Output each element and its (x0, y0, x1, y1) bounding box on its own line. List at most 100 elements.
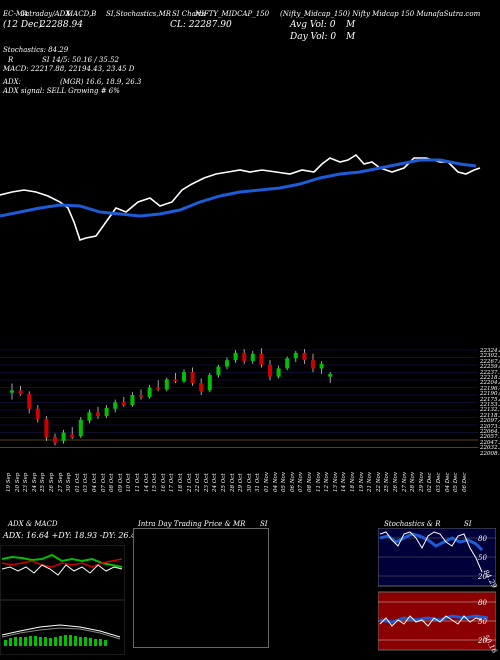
price-tick: 22153.3 (480, 402, 500, 408)
date-tick: 03 Oct (83, 473, 90, 492)
date-tick: 13 Nov (332, 472, 339, 492)
date-tick: 06 Nov (289, 472, 296, 492)
candle-up (328, 373, 333, 377)
price-tick: 22118.2 (480, 412, 500, 419)
header-label-3: MACD,B (66, 10, 97, 18)
rsi-white-line (379, 615, 483, 627)
price-tick: 22196.4 (480, 385, 500, 392)
date-tick: 25 Sep (40, 472, 47, 492)
date-tick: 17 Oct (169, 473, 176, 492)
date-tick: 18 Nov (350, 472, 356, 492)
date-tick: 12 Nov (324, 472, 331, 492)
price-tick: 22302.3 (480, 353, 500, 360)
date-tick: 14 Nov (341, 472, 348, 492)
stoch-panel-si: SI (464, 520, 472, 528)
candle-up (216, 366, 221, 375)
header-label-2: Intraday/ADX (22, 10, 71, 18)
date-tick: 26 Sep (49, 472, 55, 492)
candle-up (250, 353, 255, 362)
date-price: 22288.94 (40, 20, 83, 30)
date-tick: 19 Sep (6, 472, 12, 492)
date-tick: 11 Oct (135, 473, 141, 492)
date-tick: 03 Dec (436, 472, 442, 493)
stochastics-readout: Stochastics: 84.29 (3, 46, 69, 54)
price-tick: 22204.8 (480, 380, 500, 387)
stoch-tick-50: 50 (478, 554, 487, 562)
adx-red-line (1, 558, 123, 568)
date-tick: 16 Oct (160, 473, 167, 492)
date-tick: 02 Dec (427, 472, 434, 493)
date-label: (12 Dec) (3, 20, 42, 30)
date-tick: 01 Nov (264, 472, 270, 492)
macd-histogram (4, 635, 107, 646)
date-tick: 15 Oct (152, 473, 159, 492)
price-line (0, 153, 481, 242)
price-tick: 22259.6 (480, 364, 500, 371)
candle-down (96, 412, 100, 417)
price-tick: 22073.9 (480, 423, 500, 430)
price-tick: 22064.1 (480, 429, 500, 435)
candle-down (190, 372, 195, 384)
header-label-6: NIFTY_MIDCAP_150 (195, 10, 270, 18)
date-tick: 20 Sep (14, 472, 21, 492)
candle-down (311, 360, 315, 369)
candle-down (139, 395, 143, 397)
moving-average-line (0, 158, 477, 218)
candle-up (207, 374, 212, 391)
price-tick: 22008.1 (480, 450, 500, 457)
candle-up (104, 407, 109, 417)
adx-panel-title: ADX & MACD (8, 520, 58, 528)
avg-volume-unit: M (346, 20, 356, 30)
candle-down (53, 437, 57, 443)
date-tick: 08 Nov (307, 472, 313, 492)
date-tick: 24 Sep (31, 472, 38, 492)
candle-up (10, 390, 14, 393)
price-tick: 22057.7 (480, 434, 500, 441)
candle-up (113, 402, 118, 409)
price-tick: 22190.6 (480, 391, 500, 398)
candle-up (319, 363, 324, 369)
date-tick: 22 Oct (195, 473, 202, 492)
date-tick: 14 Oct (143, 473, 150, 492)
date-tick: 05 Dec (453, 472, 460, 493)
adx-panel (0, 545, 125, 655)
date-tick: 28 Oct (229, 473, 236, 492)
rsi-tick-80: 80 (478, 599, 487, 607)
date-tick: 10 Oct (126, 473, 133, 492)
candle-up (285, 358, 290, 369)
candle-up (182, 372, 186, 382)
date-tick: 24 Oct (212, 473, 219, 492)
candle-down (259, 353, 264, 365)
candle-up (78, 419, 83, 437)
rsi-tick-50: 50 (478, 618, 487, 626)
date-tick: 08 Oct (109, 473, 116, 492)
candle-down (199, 383, 204, 392)
header-label-4: SI,Stochastics,MR (106, 10, 172, 18)
date-tick: 29 Oct (238, 473, 245, 492)
stoch-tick-20: 20 (478, 573, 487, 581)
date-tick: 25 Nov (384, 472, 391, 492)
candle-down (35, 408, 40, 419)
adx-white-line (1, 564, 123, 576)
date-tick: 29 Nov (418, 472, 425, 492)
adx-signal: ADX signal: SELL Growing # 6% (3, 87, 120, 95)
date-tick: 04 Nov (272, 472, 279, 492)
candle-up (293, 352, 298, 359)
candle-down (268, 364, 272, 377)
candle-up (276, 368, 281, 377)
date-tick: 30 Oct (246, 473, 253, 492)
price-tick: 22132.1 (480, 407, 500, 414)
price-tick: 22218.9 (480, 375, 500, 381)
date-tick: 21 Nov (367, 472, 374, 492)
date-tick: 27 Nov (401, 472, 408, 492)
candle-down (173, 379, 178, 382)
candle-down (242, 352, 247, 362)
date-tick: 23 Sep (23, 472, 30, 492)
date-tick: 11 Nov (315, 472, 322, 492)
candle-down (156, 387, 161, 390)
intraday-panel-title: Intra Day Trading Price & MR (138, 520, 246, 528)
date-tick: 07 Nov (298, 472, 305, 492)
date-tick: 23 Oct (203, 473, 210, 492)
candle-down (302, 352, 307, 361)
date-tick: 22 Nov (375, 472, 382, 492)
